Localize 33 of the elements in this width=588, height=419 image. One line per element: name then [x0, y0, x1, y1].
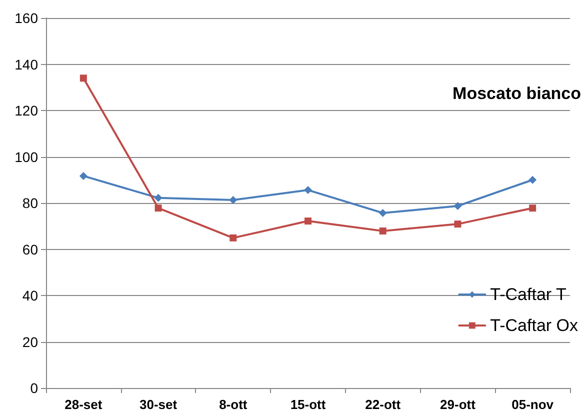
point: [379, 227, 386, 234]
point: [378, 208, 387, 217]
point: [304, 218, 312, 225]
point: [454, 202, 462, 210]
legend-label: T-Caftar T: [490, 285, 566, 304]
y-tick-label: 60: [22, 241, 38, 258]
x-tick-label: 30-set: [139, 397, 178, 412]
x-tick-label: 8-ott: [219, 397, 248, 412]
y-tick-label: 100: [14, 148, 38, 165]
y-tick-label: 40: [22, 288, 38, 304]
point: [154, 204, 162, 212]
x-tick-label: 29-ott: [440, 397, 476, 412]
y-tick-label: 80: [22, 195, 38, 211]
legend-label: T-Caftar Ox: [490, 316, 578, 335]
point: [80, 74, 87, 82]
x-tick-label: 22-ott: [365, 397, 402, 412]
y-tick-label: 0: [30, 380, 38, 396]
x-tick-label: 28-set: [64, 397, 103, 412]
text: Moscato bianco: [452, 84, 582, 103]
point: [229, 196, 238, 204]
y-tick-label: 160: [14, 10, 38, 26]
y-tick-label: 20: [22, 334, 38, 350]
x-tick-label: 15-ott: [290, 397, 326, 412]
point: [154, 194, 162, 202]
y-tick-label: 140: [14, 56, 38, 72]
point: [454, 220, 462, 228]
point: [304, 186, 312, 194]
point: [529, 204, 536, 212]
point: [230, 234, 237, 242]
point: [79, 172, 88, 180]
point: [528, 176, 537, 184]
x-tick-label: 05-nov: [512, 397, 554, 412]
y-tick-label: 120: [14, 102, 38, 118]
